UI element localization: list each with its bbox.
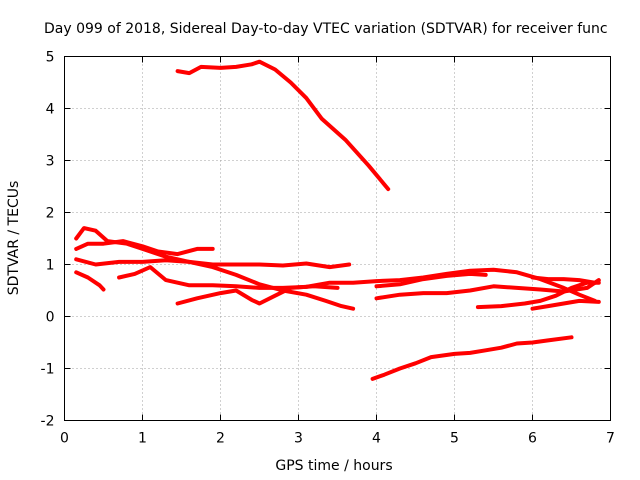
- y-tick-label: 1: [46, 258, 55, 274]
- series-trace-4: [74, 257, 356, 311]
- y-tick-label: 4: [46, 102, 55, 118]
- series-trace-11: [530, 298, 601, 311]
- grid: [64, 56, 611, 421]
- x-tick-label: 2: [216, 431, 225, 447]
- x-tick-labels: 0 1 2 3 4 5 6 7: [60, 431, 615, 447]
- x-tick-label: 5: [450, 431, 459, 447]
- y-tick-label: 2: [46, 206, 55, 222]
- x-tick-label: 1: [138, 431, 147, 447]
- series-trace-13: [370, 335, 574, 381]
- x-tick-label: 3: [294, 431, 303, 447]
- plot-frame: [64, 56, 611, 421]
- series-trace-9: [374, 271, 488, 289]
- x-axis-label: GPS time / hours: [275, 458, 392, 474]
- y-axis-label: SDTVAR / TECUs: [6, 181, 22, 296]
- axis-ticks: [64, 56, 611, 421]
- series-trace-12: [530, 275, 597, 285]
- y-tick-label: 0: [46, 310, 55, 326]
- series-trace-5: [74, 270, 106, 292]
- x-tick-label: 4: [372, 431, 381, 447]
- series-trace-6: [117, 265, 597, 303]
- series-trace-10: [475, 280, 601, 310]
- y-tick-label: 3: [46, 154, 55, 170]
- y-tick-label: 5: [46, 50, 55, 66]
- x-tick-label: 7: [606, 431, 615, 447]
- x-tick-label: 6: [528, 431, 537, 447]
- series-trace-7: [175, 284, 340, 306]
- series-trace-8: [374, 278, 601, 301]
- y-tick-labels: -2 -1 0 1 2 3 4 5: [41, 50, 55, 430]
- y-tick-label: -1: [41, 362, 55, 378]
- y-tick-label: -2: [41, 414, 55, 430]
- x-tick-label: 0: [60, 431, 69, 447]
- data-traces: [74, 59, 601, 381]
- series-trace-2: [74, 239, 215, 257]
- series-trace-1: [175, 59, 391, 192]
- chart-title: Day 099 of 2018, Sidereal Day-to-day VTE…: [44, 21, 608, 37]
